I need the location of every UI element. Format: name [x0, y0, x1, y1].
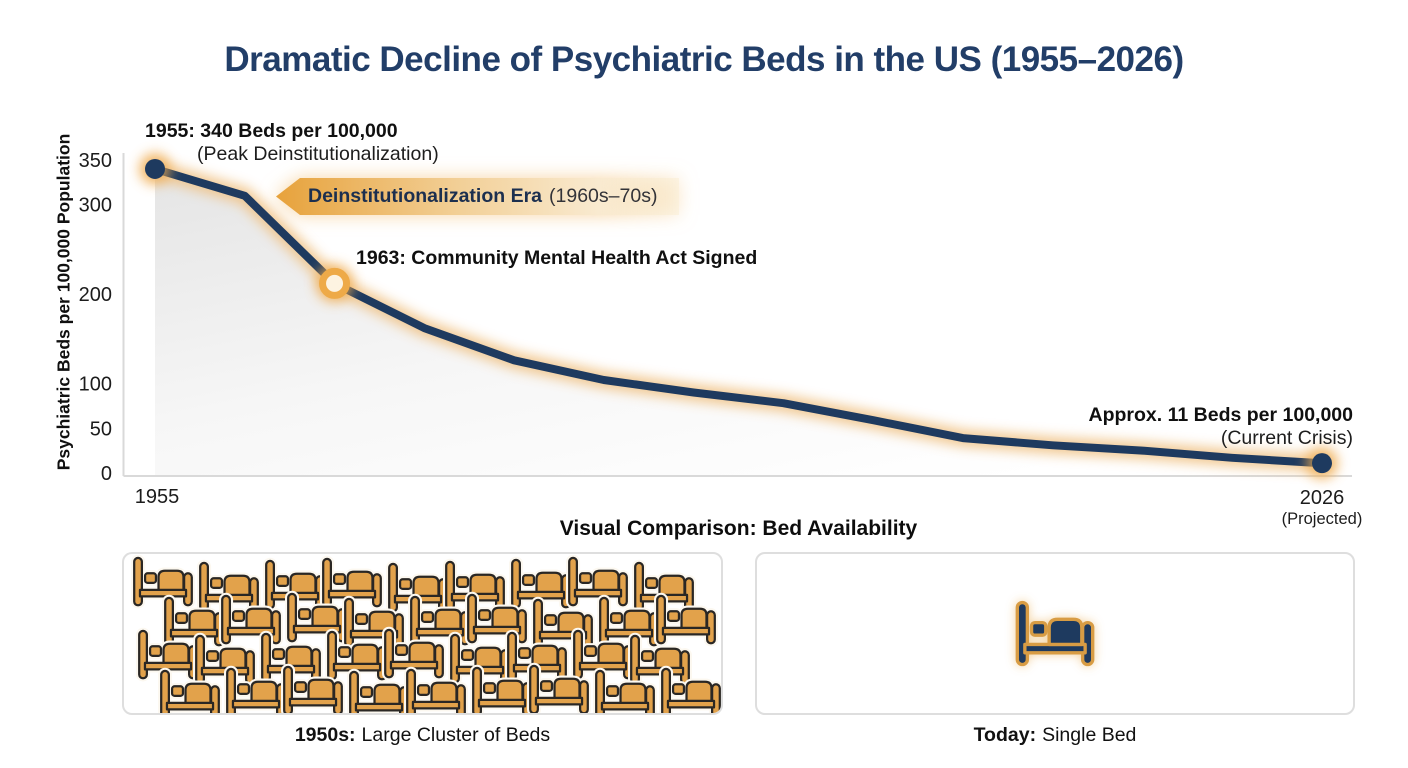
cluster-caption: 1950s: Large Cluster of Beds [122, 724, 723, 747]
y-tick-label: 350 [79, 150, 112, 172]
single-bed-icon [1015, 600, 1095, 667]
today-caption: Today: Single Bed [755, 724, 1355, 747]
beds-cluster [125, 555, 722, 713]
era-badge-title: Deinstitutionalization Era [308, 185, 543, 207]
start-point [145, 158, 165, 179]
current-annotation-subtitle: (Current Crisis) [1220, 427, 1353, 449]
end-point [1312, 453, 1332, 474]
page-title: Dramatic Decline of Psychiatric Beds in … [224, 40, 1184, 79]
x-tick-label-end-sub: (Projected) [1282, 510, 1363, 528]
peak-annotation-subtitle: (Peak Deinstitutionalization) [197, 143, 439, 165]
comparison-heading: Visual Comparison: Bed Availability [559, 517, 918, 540]
era-badge-years: (1960s–70s) [549, 185, 658, 207]
y-tick-label: 200 [79, 284, 112, 306]
y-tick-label: 100 [79, 374, 112, 396]
peak-annotation-title: 1955: 340 Beds per 100,000 [145, 120, 398, 142]
cluster-caption-text: Large Cluster of Beds [361, 724, 551, 746]
y-tick-label: 0 [101, 463, 112, 485]
x-tick-label-start: 1955 [135, 486, 180, 508]
today-caption-era: Today: [973, 724, 1037, 746]
cmha-annotation: 1963: Community Mental Health Act Signed [356, 247, 758, 269]
y-tick-label: 50 [90, 418, 112, 440]
y-tick-label: 300 [79, 195, 112, 217]
today-caption-text: Single Bed [1042, 724, 1137, 746]
current-annotation-title: Approx. 11 Beds per 100,000 [1088, 404, 1353, 426]
current-annotation: Approx. 11 Beds per 100,000 (Current Cri… [1089, 404, 1353, 450]
area-fill [155, 168, 1322, 476]
cluster-caption-era: 1950s: [294, 724, 356, 746]
beds-cluster-panel [122, 552, 723, 715]
decline-line-chart: 350 300 200 100 50 0 1955 2026(Projected) [79, 150, 1363, 528]
x-tick-label-end: 2026 [1300, 487, 1345, 509]
single-bed-panel [755, 552, 1355, 715]
policy-point [319, 267, 351, 299]
era-badge: Deinstitutionalization Era (1960s–70s) [276, 178, 680, 215]
